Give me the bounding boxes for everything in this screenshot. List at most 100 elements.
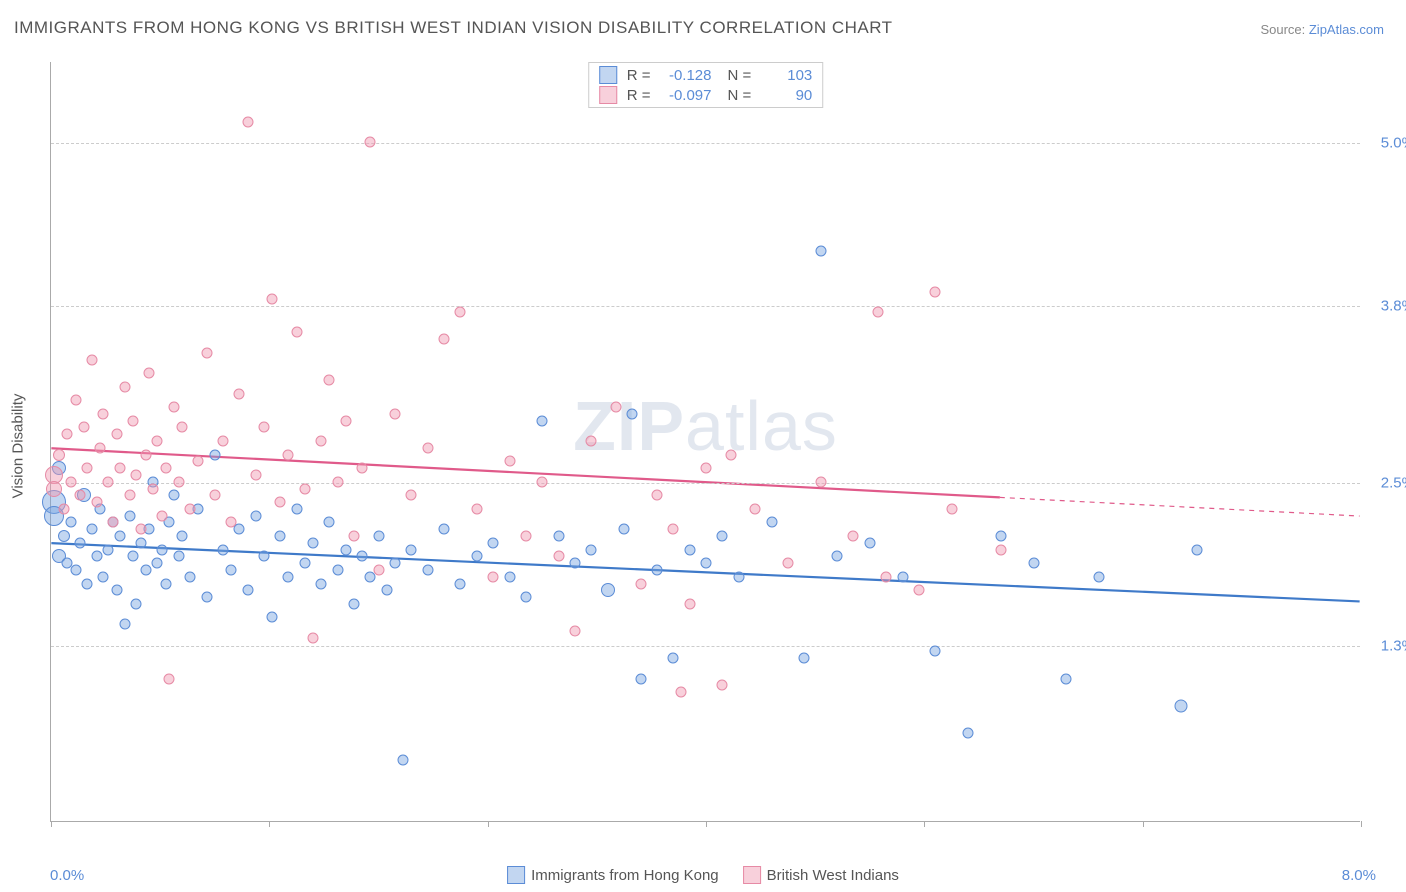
scatter-point-bwi (124, 490, 135, 501)
scatter-point-bwi (103, 476, 114, 487)
scatter-point-bwi (668, 524, 679, 535)
scatter-point-hk (799, 653, 810, 664)
x-tick (488, 821, 489, 827)
scatter-point-hk (717, 531, 728, 542)
scatter-point-bwi (299, 483, 310, 494)
scatter-point-bwi (946, 503, 957, 514)
scatter-point-hk (332, 564, 343, 575)
legend-series-item: Immigrants from Hong Kong (507, 866, 719, 884)
r-value: -0.128 (657, 67, 712, 84)
n-label: N = (728, 67, 752, 84)
scatter-point-hk (291, 503, 302, 514)
source-attribution: Source: ZipAtlas.com (1260, 22, 1384, 37)
r-label: R = (627, 67, 651, 84)
scatter-point-bwi (815, 476, 826, 487)
scatter-point-hk (930, 646, 941, 657)
scatter-point-hk (422, 564, 433, 575)
scatter-point-bwi (872, 307, 883, 318)
source-label: Source: (1260, 22, 1308, 37)
legend-series: Immigrants from Hong Kong British West In… (507, 866, 899, 884)
x-tick (706, 821, 707, 827)
scatter-point-hk (520, 592, 531, 603)
scatter-point-hk (70, 564, 81, 575)
scatter-point-bwi (193, 456, 204, 467)
scatter-point-hk (373, 531, 384, 542)
scatter-point-hk (1028, 558, 1039, 569)
scatter-point-hk (553, 531, 564, 542)
legend-swatch (599, 66, 617, 84)
r-value: -0.097 (657, 87, 712, 104)
x-tick (51, 821, 52, 827)
source-link[interactable]: ZipAtlas.com (1309, 22, 1384, 37)
scatter-point-bwi (586, 436, 597, 447)
gridline (51, 306, 1360, 307)
scatter-point-hk (119, 619, 130, 630)
n-value: 103 (757, 67, 812, 84)
scatter-point-bwi (389, 408, 400, 419)
r-label: R = (627, 87, 651, 104)
chart-title: IMMIGRANTS FROM HONG KONG VS BRITISH WES… (14, 18, 893, 38)
scatter-point-hk (140, 564, 151, 575)
scatter-point-bwi (995, 544, 1006, 555)
scatter-point-hk (398, 754, 409, 765)
scatter-point-bwi (250, 469, 261, 480)
scatter-point-bwi (98, 408, 109, 419)
scatter-point-bwi (684, 598, 695, 609)
scatter-point-bwi (217, 436, 228, 447)
scatter-point-bwi (152, 436, 163, 447)
scatter-point-bwi (283, 449, 294, 460)
scatter-point-hk (308, 537, 319, 548)
scatter-point-hk (1061, 673, 1072, 684)
scatter-point-hk (127, 551, 138, 562)
scatter-point-hk (439, 524, 450, 535)
x-tick (1143, 821, 1144, 827)
scatter-point-bwi (471, 503, 482, 514)
scatter-point-hk (733, 571, 744, 582)
x-tick (269, 821, 270, 827)
scatter-point-bwi (70, 395, 81, 406)
legend-correlation-row: R = -0.128 N = 103 (599, 65, 813, 85)
scatter-point-bwi (242, 117, 253, 128)
legend-swatch (743, 866, 761, 884)
scatter-point-hk (627, 408, 638, 419)
scatter-point-hk (601, 583, 615, 597)
scatter-point-hk (136, 537, 147, 548)
scatter-point-bwi (209, 490, 220, 501)
scatter-point-hk (185, 571, 196, 582)
legend-series-label: British West Indians (767, 867, 899, 884)
scatter-point-bwi (267, 293, 278, 304)
scatter-point-bwi (258, 422, 269, 433)
y-tick-label: 5.0% (1365, 135, 1406, 152)
scatter-point-bwi (553, 551, 564, 562)
scatter-point-bwi (635, 578, 646, 589)
scatter-point-bwi (62, 429, 73, 440)
scatter-point-bwi (59, 503, 70, 514)
scatter-point-bwi (324, 374, 335, 385)
n-value: 90 (757, 87, 812, 104)
y-tick-label: 1.3% (1365, 637, 1406, 654)
scatter-point-bwi (725, 449, 736, 460)
scatter-point-bwi (373, 564, 384, 575)
scatter-point-bwi (119, 381, 130, 392)
scatter-point-hk (283, 571, 294, 582)
scatter-point-bwi (157, 510, 168, 521)
scatter-point-bwi (234, 388, 245, 399)
scatter-point-hk (963, 727, 974, 738)
gridline (51, 143, 1360, 144)
scatter-point-bwi (53, 449, 65, 461)
y-axis-title: Vision Disability (10, 394, 27, 499)
scatter-point-bwi (651, 490, 662, 501)
scatter-point-hk (152, 558, 163, 569)
legend-swatch (507, 866, 525, 884)
scatter-point-hk (832, 551, 843, 562)
watermark: ZIPatlas (573, 386, 838, 466)
scatter-point-hk (177, 531, 188, 542)
scatter-point-bwi (82, 463, 93, 474)
scatter-point-bwi (168, 402, 179, 413)
scatter-point-bwi (316, 436, 327, 447)
gridline (51, 646, 1360, 647)
scatter-point-hk (316, 578, 327, 589)
scatter-point-hk (701, 558, 712, 569)
scatter-point-bwi (95, 442, 106, 453)
scatter-point-bwi (455, 307, 466, 318)
